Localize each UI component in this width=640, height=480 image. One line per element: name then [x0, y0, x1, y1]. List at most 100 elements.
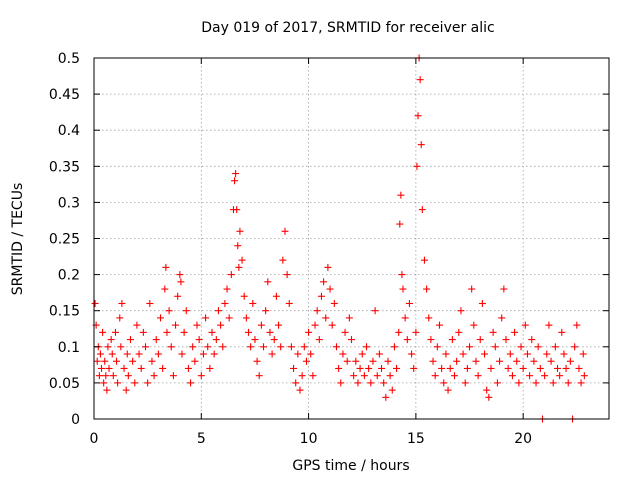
- data-point: [154, 350, 162, 358]
- x-axis-label: GPS time / hours: [292, 458, 409, 474]
- data-point: [122, 386, 130, 394]
- data-point: [493, 379, 501, 387]
- data-point: [101, 357, 109, 365]
- data-point: [114, 379, 122, 387]
- data-point: [180, 328, 188, 336]
- data-point: [453, 357, 461, 365]
- data-point: [142, 343, 149, 351]
- data-point: [442, 350, 450, 358]
- data-point: [530, 357, 538, 365]
- data-point: [478, 299, 486, 307]
- data-point: [466, 343, 474, 351]
- data-point: [412, 328, 420, 336]
- data-point: [238, 256, 246, 264]
- data-point: [309, 372, 317, 380]
- data-point: [457, 307, 465, 315]
- data-point: [317, 292, 325, 300]
- data-point: [102, 372, 110, 380]
- data-point: [206, 364, 214, 372]
- data-point: [279, 256, 287, 264]
- data-point: [386, 372, 394, 380]
- data-point: [133, 321, 141, 329]
- data-point: [163, 328, 171, 336]
- data-point: [294, 350, 302, 358]
- data-point: [560, 350, 568, 358]
- data-point: [172, 321, 180, 329]
- data-point: [427, 336, 435, 344]
- data-point: [541, 372, 549, 380]
- data-point: [534, 343, 542, 351]
- x-tick-label: 0: [90, 431, 99, 447]
- data-point: [159, 364, 167, 372]
- data-point: [551, 343, 559, 351]
- data-point: [326, 285, 334, 293]
- data-point: [235, 263, 243, 271]
- data-point: [558, 328, 566, 336]
- y-tick-label: 0.4: [58, 123, 80, 139]
- data-point: [444, 386, 452, 394]
- data-point: [554, 364, 561, 372]
- data-point: [579, 350, 587, 358]
- data-point: [410, 364, 418, 372]
- data-point: [264, 278, 272, 286]
- data-point: [440, 379, 448, 387]
- data-point: [491, 343, 499, 351]
- data-point: [104, 343, 112, 351]
- data-point: [502, 336, 510, 344]
- data-point: [105, 364, 113, 372]
- data-point: [517, 343, 525, 351]
- data-point: [139, 328, 147, 336]
- data-point: [300, 343, 308, 351]
- data-point: [113, 357, 121, 365]
- data-point: [500, 285, 508, 293]
- data-point: [120, 364, 128, 372]
- data-point: [191, 357, 199, 365]
- data-point: [221, 299, 229, 307]
- data-point: [103, 386, 111, 394]
- data-point: [275, 321, 283, 329]
- data-point: [549, 379, 557, 387]
- data-point: [202, 314, 210, 322]
- data-point: [117, 343, 125, 351]
- data-point: [214, 307, 222, 315]
- data-point: [287, 343, 295, 351]
- data-point: [253, 357, 261, 365]
- data-point: [399, 285, 407, 293]
- data-point: [178, 350, 186, 358]
- data-point: [360, 372, 368, 380]
- data-point: [341, 328, 349, 336]
- data-point: [483, 386, 491, 394]
- data-point: [95, 372, 103, 380]
- data-point: [100, 379, 108, 387]
- data-point: [384, 357, 392, 365]
- data-point: [240, 292, 248, 300]
- data-point: [98, 364, 106, 372]
- data-point: [508, 372, 516, 380]
- data-point: [249, 299, 257, 307]
- data-point: [332, 343, 340, 351]
- data-point: [272, 292, 280, 300]
- data-point: [577, 379, 585, 387]
- data-point: [343, 357, 351, 365]
- data-point: [266, 328, 274, 336]
- data-point: [118, 299, 126, 307]
- data-point: [281, 227, 289, 235]
- data-point: [268, 350, 276, 358]
- y-tick-label: 0.05: [49, 376, 80, 392]
- data-point: [455, 328, 463, 336]
- data-point: [519, 364, 527, 372]
- data-point: [515, 379, 523, 387]
- data-point: [195, 336, 203, 344]
- data-point: [251, 336, 259, 344]
- data-point: [395, 328, 403, 336]
- data-point: [285, 299, 293, 307]
- data-point: [197, 372, 205, 380]
- data-point: [446, 364, 454, 372]
- y-tick-label: 0.1: [58, 340, 80, 356]
- data-point: [528, 336, 536, 344]
- data-point: [108, 350, 116, 358]
- data-point: [210, 350, 218, 358]
- data-point: [358, 350, 366, 358]
- data-point: [545, 321, 553, 329]
